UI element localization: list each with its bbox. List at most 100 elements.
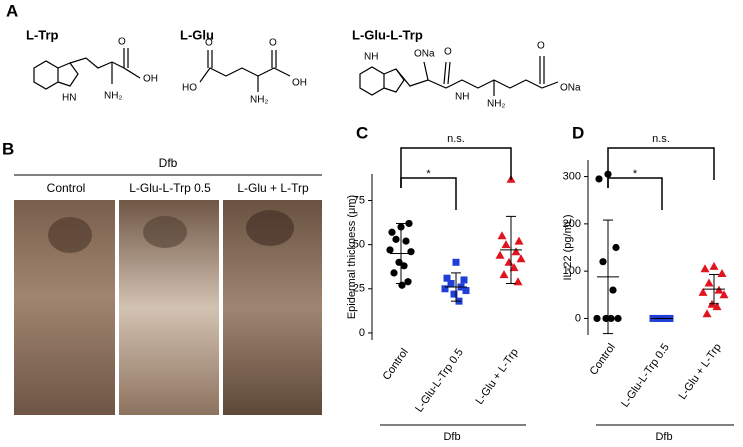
data-point (702, 309, 712, 318)
data-point (514, 236, 524, 245)
structure-l-glu-l-trp: NH ONa O NH NH₂ O ONa (359, 41, 581, 110)
data-point (700, 264, 710, 273)
data-point (390, 269, 398, 277)
data-point (497, 231, 507, 240)
data-point (499, 270, 509, 279)
column-label: L-Glu-L-Trp 0.5 (129, 181, 211, 195)
data-point (612, 243, 620, 252)
atom-label: O (269, 38, 277, 49)
data-point (717, 269, 727, 278)
significance-bracket (400, 177, 457, 210)
data-point (452, 258, 460, 266)
panel-label: D (572, 123, 584, 142)
photo-detail (246, 210, 294, 246)
significance-label: n.s. (447, 133, 465, 145)
data-point (398, 281, 406, 289)
photo-detail (48, 217, 92, 253)
data-point (614, 314, 622, 323)
data-point (407, 248, 415, 256)
photo-detail (143, 216, 187, 248)
data-point (698, 287, 708, 296)
x-tick-label: Control (381, 347, 411, 383)
atom-label: O (537, 41, 545, 52)
data-point (516, 254, 526, 263)
data-point (593, 314, 601, 323)
data-point (509, 263, 519, 272)
compound-name: L-Trp (26, 27, 59, 42)
data-point (405, 219, 413, 228)
group-label: Dfb (443, 431, 460, 443)
y-tick-label: 0 (359, 327, 365, 339)
significance-bracket (607, 147, 715, 188)
data-point (595, 175, 603, 183)
significance-label: * (633, 168, 638, 180)
column-label: L-Glu + L-Trp (237, 181, 309, 195)
data-point (402, 237, 410, 245)
significance-label: * (426, 168, 431, 180)
significance-bracket (607, 177, 663, 210)
data-point (609, 286, 617, 294)
data-point (392, 235, 400, 243)
compound-name: L-Glu (180, 27, 214, 42)
column-label: Control (47, 181, 86, 195)
structure-l-trp: O OH NH₂ HN (33, 37, 158, 104)
panel-label: C (356, 123, 368, 142)
data-point (607, 314, 615, 323)
atom-label: ONa (560, 83, 581, 94)
y-tick-label: 200 (563, 218, 581, 230)
y-tick-label: 300 (563, 170, 581, 182)
data-point (441, 285, 449, 293)
y-tick-label: 75 (353, 194, 365, 206)
compound-name: L-Glu-L-Trp (352, 27, 423, 42)
atom-label: OH (143, 74, 158, 85)
atom-label: O (118, 37, 126, 48)
data-point (712, 302, 722, 311)
panel-label: A (6, 1, 18, 20)
atom-label: NH₂ (104, 91, 122, 102)
y-tick-label: 50 (353, 239, 365, 251)
data-point (450, 290, 458, 298)
group-label: Dfb (159, 156, 178, 170)
significance-bracket (400, 147, 512, 188)
x-tick-label: L-Glu + L-Trp (474, 347, 521, 407)
atom-label: O (444, 47, 452, 58)
data-point (404, 278, 412, 286)
atom-label: NH (364, 52, 378, 63)
atom-label: O (205, 38, 213, 49)
y-tick-label: 100 (563, 265, 581, 277)
atom-label: NH₂ (250, 95, 268, 106)
data-point (462, 287, 470, 295)
x-tick-label: L-Glu + L-Trp (677, 342, 724, 402)
atom-label: HN (62, 93, 76, 104)
data-point (388, 228, 396, 236)
group-label: Dfb (655, 431, 672, 443)
data-point (501, 240, 511, 249)
y-tick-label: 25 (353, 283, 365, 295)
data-point (599, 258, 607, 266)
data-point (495, 250, 505, 259)
data-point (704, 278, 714, 287)
significance-label: n.s. (652, 133, 670, 145)
y-axis-label: IL-22 (pg/mL) (562, 214, 574, 280)
data-point (504, 257, 514, 266)
panel-label: B (2, 139, 14, 158)
x-tick-label: L-Glu-L-Trp 0.5 (619, 342, 672, 410)
data-point (511, 247, 521, 256)
data-point (513, 277, 523, 286)
atom-label: ONa (414, 49, 435, 60)
y-tick-label: 0 (575, 312, 581, 324)
y-axis-label: Epidermal thickness (μm) (346, 195, 358, 319)
atom-label: OH (292, 78, 307, 89)
atom-label: NH₂ (487, 99, 505, 110)
data-point (443, 274, 451, 282)
data-point (386, 246, 394, 254)
data-point (719, 290, 729, 299)
x-tick-label: L-Glu-L-Trp 0.5 (413, 347, 466, 415)
data-point (460, 276, 468, 284)
x-tick-label: Control (588, 342, 618, 378)
data-point (709, 261, 719, 270)
atom-label: NH (455, 92, 469, 103)
data-point (447, 279, 455, 287)
